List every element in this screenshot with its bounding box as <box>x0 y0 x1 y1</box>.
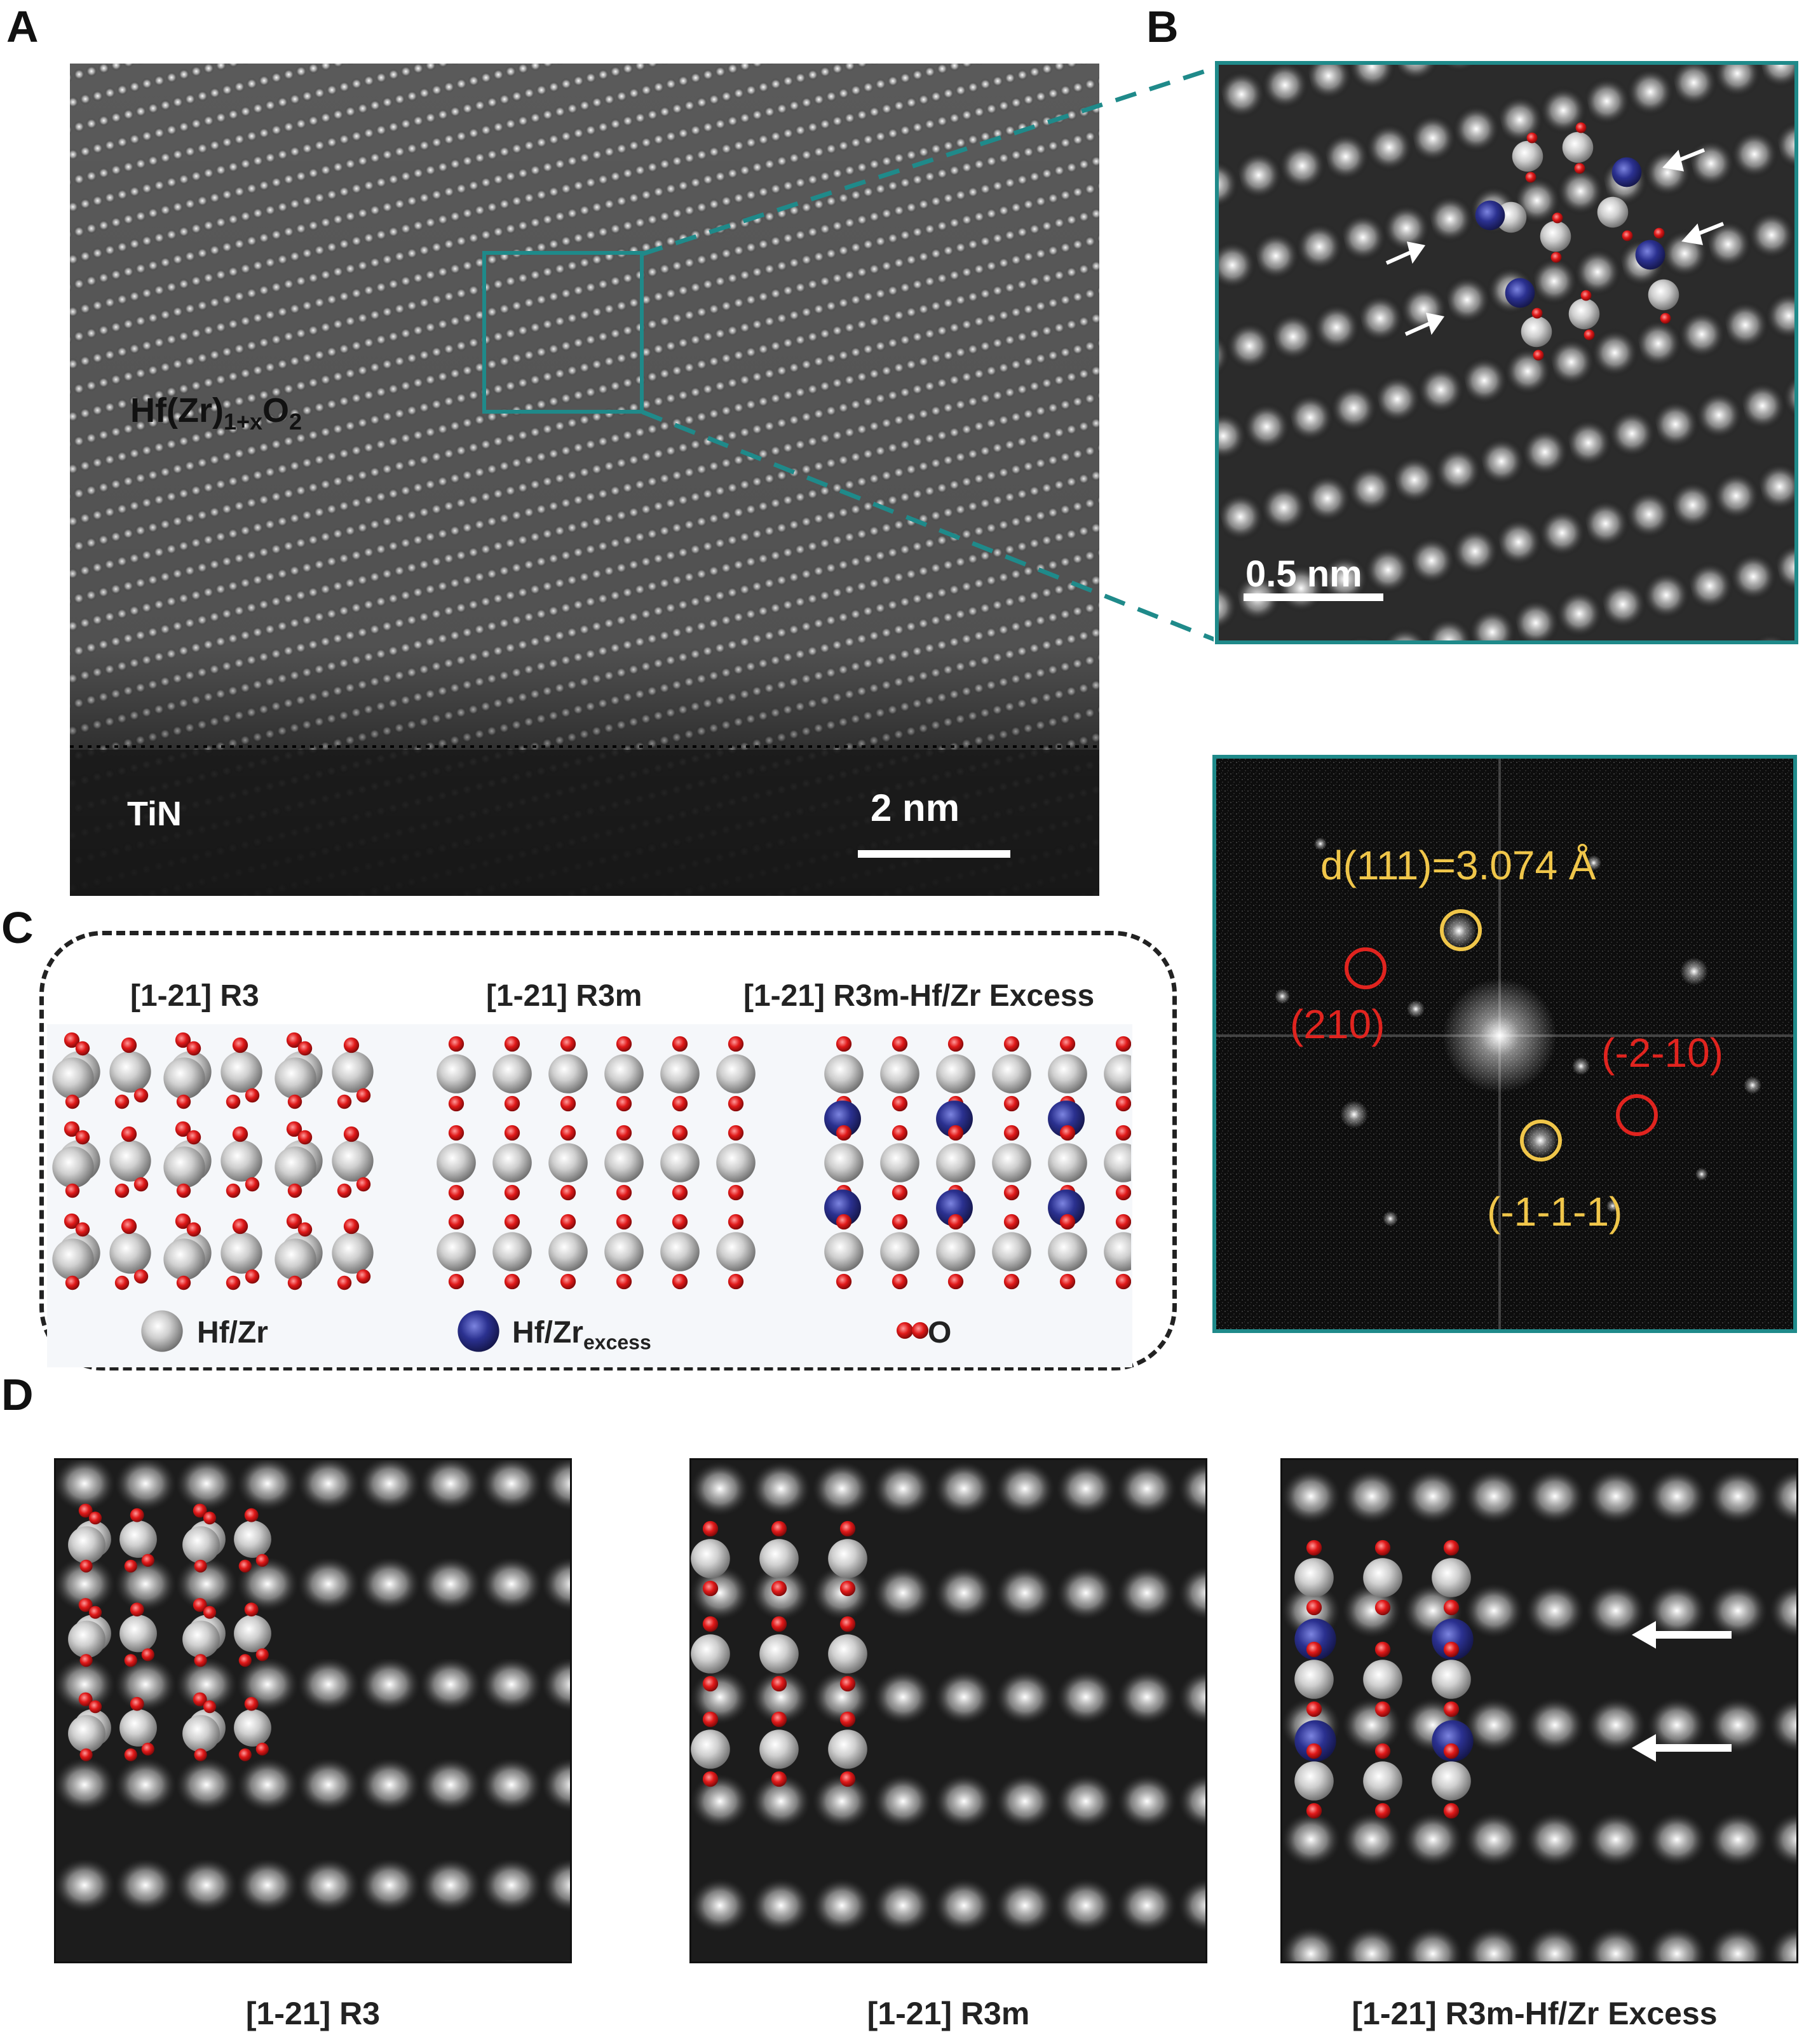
fft-label-210: (210) <box>1290 1001 1385 1047</box>
sim-image-r3m <box>689 1458 1207 1963</box>
panel-label-a: A <box>6 2 39 51</box>
fft-label-m2m10: (-2-10) <box>1601 1030 1724 1076</box>
material-label: Hf(Zr)1+xO2 <box>130 391 302 435</box>
model-title-r3m: [1-21] R3m <box>486 979 642 1013</box>
legend-excess-icon <box>458 1310 499 1352</box>
model-title-r3: [1-21] R3 <box>130 979 259 1013</box>
model-r3m <box>437 1036 756 1289</box>
arrows-d <box>1631 1621 1732 1762</box>
sim-caption-excess: [1-21] R3m-Hf/Zr Excess <box>1352 1996 1718 2031</box>
model-r3 <box>52 1032 373 1290</box>
fft-d-spacing: d(111)=3.074 Å <box>1320 843 1596 888</box>
fft-image <box>1212 755 1797 1333</box>
legend-oxygen-label: O <box>928 1316 952 1350</box>
model-title-excess: [1-21] R3m-Hf/Zr Excess <box>743 979 1095 1013</box>
substrate-label: TiN <box>127 795 182 833</box>
scale-bar-b <box>1244 593 1383 601</box>
model-excess <box>824 1036 1131 1289</box>
stem-image-a <box>70 64 1099 896</box>
arrows-b <box>1385 148 1725 336</box>
zoom-image-b <box>1215 61 1798 644</box>
fft-spot-210 <box>1345 947 1387 989</box>
fft-spot-m2m10 <box>1616 1094 1658 1136</box>
sim-caption-r3m: [1-21] R3m <box>867 1996 1030 2031</box>
panel-label-c: C <box>1 903 34 952</box>
sim-image-excess <box>1280 1458 1798 1963</box>
zoom-box <box>482 251 644 414</box>
legend-hfzr-label: Hf/Zr <box>197 1316 268 1350</box>
legend-excess-label: Hf/Zrexcess <box>512 1316 651 1354</box>
scale-label-b: 0.5 nm <box>1245 553 1362 595</box>
legend-hfzr-icon <box>141 1310 183 1352</box>
zoom-lines <box>642 65 1214 642</box>
legend-oxygen-icon <box>896 1322 929 1339</box>
panel-label-b: B <box>1146 2 1179 51</box>
panel-label-d: D <box>1 1370 34 1419</box>
model-structures <box>52 1032 1131 1297</box>
scale-bar-a <box>858 850 1010 858</box>
scale-label-a: 2 nm <box>871 787 960 829</box>
fft-spot-m1m1m1 <box>1520 1120 1562 1161</box>
sim-image-r3 <box>54 1458 572 1963</box>
fft-label-m1m1m1: (-1-1-1) <box>1487 1189 1623 1235</box>
sim-caption-r3: [1-21] R3 <box>245 1996 381 2031</box>
model-frame <box>39 931 1177 1371</box>
fft-spot-111 <box>1440 909 1482 951</box>
